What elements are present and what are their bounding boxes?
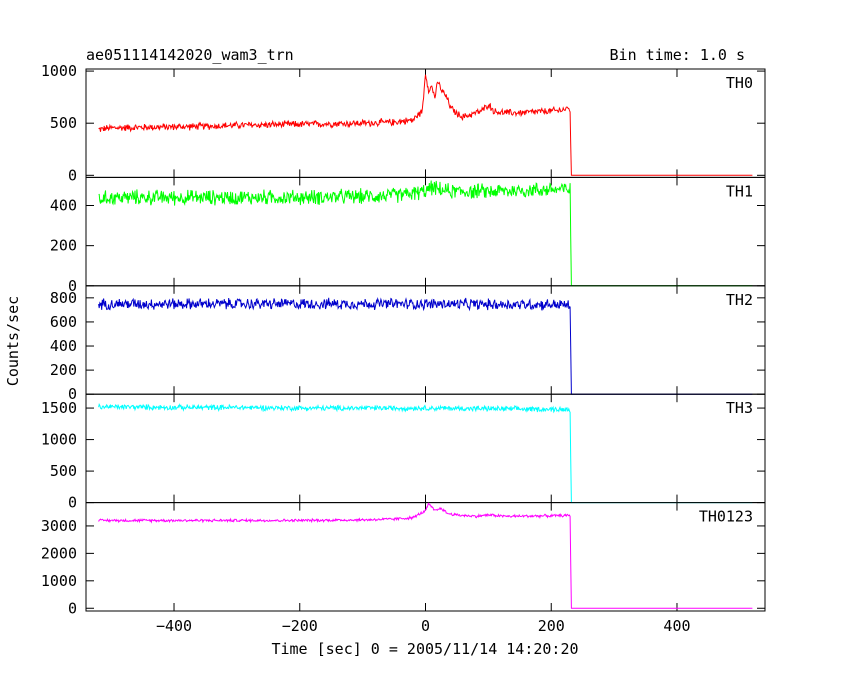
- panel-label: TH1: [726, 182, 753, 200]
- panel-label: TH3: [726, 399, 753, 417]
- y-tick-label: 1000: [41, 62, 77, 80]
- y-tick-label: 400: [50, 337, 77, 355]
- panel-label: TH0: [726, 74, 753, 92]
- y-tick-label: 500: [50, 114, 77, 132]
- y-tick-label: 0: [68, 277, 77, 295]
- series-line-th1: [98, 180, 753, 287]
- y-tick-label: 0: [68, 385, 77, 403]
- series-line-th3: [98, 403, 753, 504]
- panel-th2: 0 200 400 600 800 TH2: [50, 285, 766, 403]
- x-tick-label: 200: [538, 617, 565, 635]
- y-axis-label: Counts/sec: [4, 296, 22, 386]
- panel-frame: [85, 393, 766, 504]
- panels-group: 0 500 1000 TH0 0 200 400 TH1 0 200 400 600 800 TH2 0 50…: [41, 62, 766, 617]
- y-tick-label: 200: [50, 237, 77, 255]
- y-tick-label: 500: [50, 462, 77, 480]
- y-tick-label: 3000: [41, 517, 77, 535]
- series-line-th0123: [98, 502, 753, 609]
- y-tick-label: 0: [68, 494, 77, 512]
- x-tick-label: 0: [421, 617, 430, 635]
- panel-th0: 0 500 1000 TH0: [41, 62, 766, 184]
- y-tick-label: 1000: [41, 431, 77, 449]
- y-tick-label: 600: [50, 313, 77, 331]
- chart-title: ae051114142020_wam3_trn: [86, 46, 294, 64]
- y-tick-label: 1500: [41, 399, 77, 417]
- panel-label: TH2: [726, 291, 753, 309]
- series-line-th2: [98, 296, 753, 395]
- panel-label: TH0123: [699, 508, 753, 526]
- y-tick-label: 2000: [41, 544, 77, 562]
- panel-frame: [85, 68, 766, 178]
- y-tick-label: 1000: [41, 572, 77, 590]
- bin-time-label: Bin time: 1.0 s: [610, 46, 745, 64]
- x-axis: −400 −200 0 200 400: [156, 617, 691, 635]
- x-tick-label: 400: [663, 617, 690, 635]
- y-tick-label: 400: [50, 197, 77, 215]
- panel-th1: 0 200 400 TH1: [50, 176, 766, 295]
- panel-th0123: 0 1000 2000 3000 TH0123: [41, 502, 766, 617]
- x-axis-label: Time [sec] 0 = 2005/11/14 14:20:20: [271, 640, 578, 658]
- panel-frame: [85, 502, 766, 612]
- y-tick-label: 800: [50, 289, 77, 307]
- y-tick-label: 0: [68, 166, 77, 184]
- x-tick-label: −200: [282, 617, 318, 635]
- y-tick-label: 200: [50, 361, 77, 379]
- x-tick-label: −400: [156, 617, 192, 635]
- y-tick-label: 0: [68, 599, 77, 617]
- panel-th3: 0 500 1000 1500 TH3: [41, 393, 766, 512]
- series-line-th0: [98, 74, 753, 176]
